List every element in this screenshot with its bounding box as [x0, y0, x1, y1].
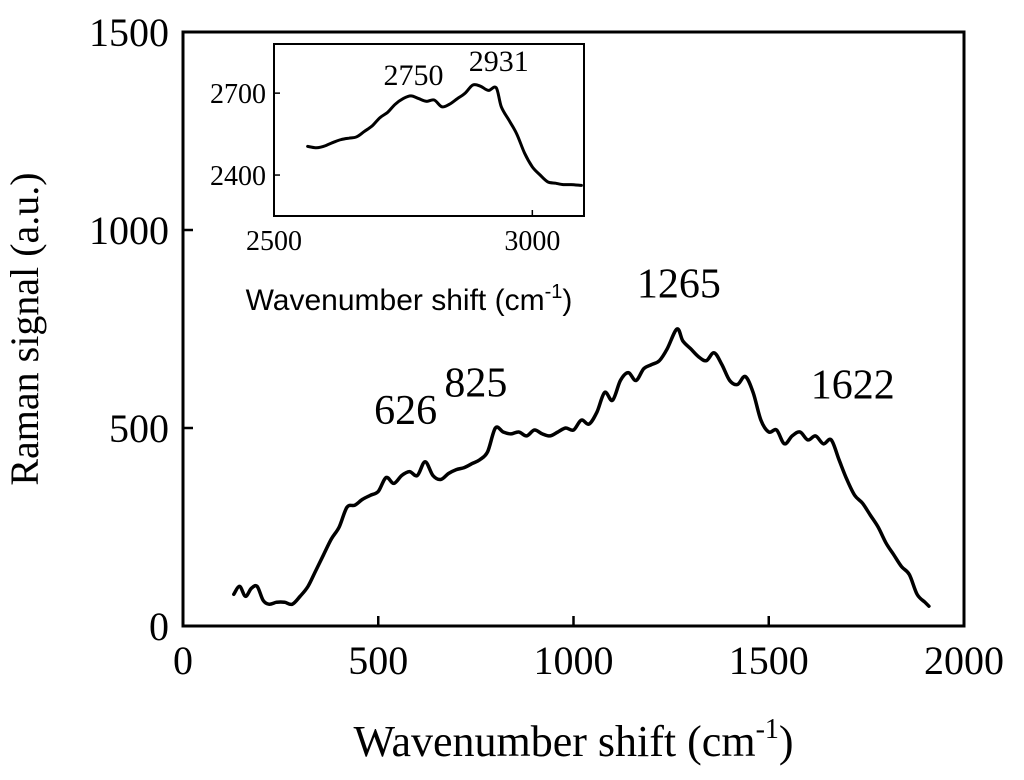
- x-tick-label-0: 2500: [246, 226, 302, 257]
- x-tick-label-3: 1500: [729, 638, 809, 683]
- x-tick-label-1: 500: [348, 638, 408, 683]
- inset-x-axis-label: Wavenumber shift (cm-1): [246, 281, 573, 317]
- inset-annotation-group: 2750 2931: [384, 45, 529, 92]
- peak-label-2931: 2931: [469, 45, 529, 78]
- peak-label-626: 626: [374, 388, 437, 434]
- peak-label-2750: 2750: [384, 59, 444, 92]
- peak-label-825: 825: [444, 360, 507, 406]
- peak-label-1265: 1265: [637, 261, 721, 307]
- x-tick-label-2: 1000: [534, 638, 614, 683]
- y-tick-label-1: 2700: [210, 79, 266, 110]
- peak-label-1622: 1622: [811, 362, 895, 408]
- main-y-axis-label: Raman signal (a.u.): [2, 172, 47, 485]
- y-tick-label-3: 1500: [89, 10, 169, 55]
- x-tick-label-1: 3000: [504, 226, 560, 257]
- main-series-line: [232, 327, 931, 608]
- inset-plot-frame: [273, 43, 585, 217]
- inset-series-line: [306, 83, 583, 187]
- main-x-axis-label: Wavenumber shift (cm-1): [353, 714, 793, 766]
- y-tick-label-0: 0: [149, 604, 169, 649]
- y-tick-label-0: 2400: [210, 161, 266, 192]
- inset-tick-group: 2500 3000 2400 2700: [210, 79, 560, 257]
- x-tick-label-0: 0: [173, 638, 193, 683]
- inset-plot: 2500 3000 2400 2700 2750 2931 Wavenumber shi…: [210, 43, 585, 317]
- main-tick-group: 0 500 1000 1500 2000 0 500 1000 1500: [89, 10, 1004, 683]
- x-tick-label-4: 2000: [924, 638, 1004, 683]
- y-tick-label-1: 500: [109, 406, 169, 451]
- y-tick-label-2: 1000: [89, 208, 169, 253]
